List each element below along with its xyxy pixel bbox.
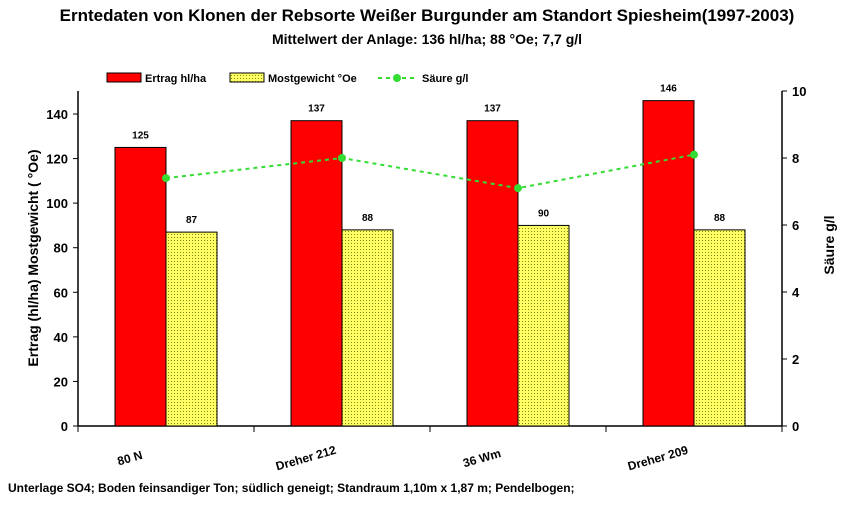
y-tick-label-left: 0 <box>61 419 68 434</box>
bar-mostgewicht <box>693 229 746 427</box>
legend-label-mostgewicht: Mostgewicht °Oe <box>268 73 357 85</box>
footer-note: Unterlage SO4; Boden feinsandiger Ton; s… <box>8 481 575 495</box>
data-label-mostgewicht: 88 <box>362 213 374 224</box>
data-label-ertrag: 137 <box>308 104 325 115</box>
bar-mostgewicht <box>165 231 218 427</box>
data-label-ertrag: 137 <box>484 104 501 115</box>
x-tick-label: Dreher 209 <box>626 443 690 474</box>
y-tick-label-right: 10 <box>792 84 806 99</box>
y-tick-label-left: 80 <box>54 241 68 256</box>
point-saeure <box>338 154 346 162</box>
y-tick-label-right: 2 <box>792 352 799 367</box>
y-tick-label-left: 140 <box>46 107 68 122</box>
bar-ertrag <box>114 146 167 427</box>
data-label-mostgewicht: 90 <box>538 208 550 219</box>
y-tick-label-right: 6 <box>792 218 799 233</box>
bar-mostgewicht <box>517 224 570 427</box>
x-tick-label: 80 N <box>116 448 144 468</box>
y-tick-label-right: 8 <box>792 151 799 166</box>
y-axis-title: Ertrag (hl/ha) Mostgewicht ( °Oe) <box>25 149 41 366</box>
y-tick-label-left: 120 <box>46 152 68 167</box>
bar-ertrag <box>466 120 519 427</box>
legend-label-ertrag: Ertrag hl/ha <box>145 73 207 85</box>
x-tick-label: Dreher 212 <box>274 443 338 474</box>
bar-ertrag <box>642 100 695 427</box>
x-tick-label: 36 Wm <box>461 446 502 470</box>
line-saeure <box>165 153 695 190</box>
legend-swatch-mostgewicht <box>229 72 265 83</box>
point-saeure <box>162 174 170 183</box>
y-tick-label-left: 40 <box>54 330 68 345</box>
y-tick-label-right: 4 <box>792 285 800 300</box>
bar-mostgewicht <box>341 229 394 427</box>
chart-title: Erntedaten von Klonen der Rebsorte Weiße… <box>59 6 795 25</box>
data-label-ertrag: 125 <box>132 130 149 141</box>
y-tick-label-left: 100 <box>46 196 68 211</box>
data-label-mostgewicht: 88 <box>714 213 726 224</box>
data-label-ertrag: 146 <box>660 84 677 95</box>
y-tick-label-right: 0 <box>792 419 799 434</box>
y-tick-label-left: 60 <box>54 285 68 300</box>
bar-ertrag <box>290 120 343 427</box>
legend-swatch-ertrag <box>106 72 142 83</box>
y2-axis-title: Säure g/l <box>821 215 837 274</box>
chart-subtitle: Mittelwert der Anlage: 136 hl/ha; 88 °Oe… <box>271 31 583 47</box>
legend-label-saeure: Säure g/l <box>422 73 468 85</box>
data-label-mostgewicht: 87 <box>186 215 198 226</box>
legend-marker-saeure <box>393 74 401 82</box>
point-saeure <box>690 150 698 159</box>
y-tick-label-left: 20 <box>54 374 68 389</box>
point-saeure <box>514 184 522 193</box>
